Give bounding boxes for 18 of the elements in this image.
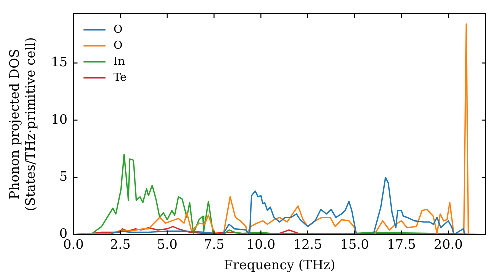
x-tick-label: 5.0: [157, 238, 178, 253]
legend-label: O: [114, 22, 123, 36]
y-axis-title: Phonon projected DOS (States/THz·primitive cell): [8, 37, 39, 212]
x-tick-label: 20.0: [434, 238, 463, 253]
legend-label: Te: [114, 70, 127, 84]
x-tick-label: 12.5: [294, 238, 322, 253]
x-tick-label: 7.5: [204, 238, 225, 253]
x-tick-label: 0.0: [63, 238, 84, 253]
x-tick-label: 10.0: [246, 238, 276, 253]
x-tick-label: 2.5: [110, 238, 131, 253]
x-tick-label: 17.5: [387, 238, 416, 253]
y-tick-label: 15: [51, 56, 68, 71]
x-axis-title: Frequency (THz): [224, 258, 336, 274]
y-tick-label: 10: [51, 112, 68, 128]
x-tick-label: 15.0: [340, 238, 370, 253]
y-tick-label: 5: [59, 170, 68, 185]
legend-label: In: [114, 54, 126, 68]
legend-label: O: [114, 38, 123, 52]
